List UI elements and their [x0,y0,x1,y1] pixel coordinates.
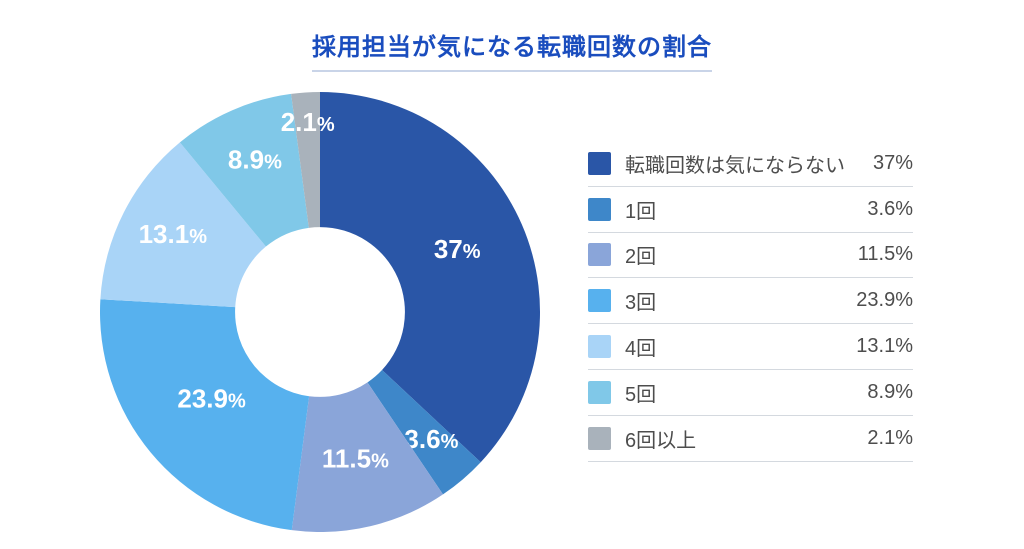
legend-color-swatch [588,197,611,221]
slice-percentage-label: 23.9% [177,383,246,413]
legend-row: 3回 23.9% [588,278,913,325]
legend-color-swatch [588,426,611,450]
legend-item-label: 4回 [625,338,657,361]
legend: 転職回数は気にならない 37% 1回 3.6% 2回 11.5% 3回 23.9… [588,141,913,462]
slice-percentage-label: 13.1% [139,219,208,249]
legend-item-value: 23.9% [856,289,913,312]
legend-item-value: 8.9% [867,380,913,403]
pie-slice [291,382,443,532]
legend-row: 4回 13.1% [588,324,913,370]
legend-row: 6回以上 2.1% [588,416,913,462]
legend-color-swatch [588,289,611,313]
donut-chart: 37%3.6%11.5%23.9%13.1%8.9%2.1% [100,92,540,532]
legend-item-label: 3回 [625,292,657,315]
legend-row: 5回 8.9% [588,370,913,416]
slice-percentage-label: 2.1% [281,107,335,137]
legend-color-swatch [588,380,611,404]
legend-item-label: 転職回数は気にならない [625,154,845,177]
donut-chart-container: 37% 3.6% 11.5% 23.9% 13.1% 8.9% 2.1% [100,92,540,532]
pie-slice [367,369,481,495]
pie-slice [100,299,310,531]
page-title: 採用担当が気になる転職回数の割合 [312,27,712,72]
legend-row: 2回 11.5% [588,233,913,279]
legend-color-swatch [588,243,611,267]
legend-color-swatch [588,335,611,359]
legend-item-value: 2.1% [867,426,913,449]
pie-slice [320,92,540,463]
pie-slice [179,93,309,247]
legend-row: 1回 3.6% [588,187,913,233]
legend-item-value: 13.1% [856,335,913,358]
pie-slice [291,92,320,228]
legend-item-label: 6回以上 [625,429,697,452]
legend-item-value: 37% [872,151,913,174]
chart-header: 採用担当が気になる転職回数の割合 [0,27,1024,72]
legend-row: 転職回数は気にならない 37% [588,141,913,187]
legend-item-label: 5回 [625,383,657,406]
pie-slice [100,142,266,308]
legend-item-value: 3.6% [867,197,913,220]
slice-percentage-label: 11.5% [322,444,389,474]
slice-percentage-label: 37% [434,234,481,264]
legend-item-label: 1回 [625,200,657,223]
legend-item-value: 11.5% [857,243,913,266]
legend-item-label: 2回 [625,246,657,269]
slice-percentage-label: 8.9% [228,144,282,174]
legend-color-swatch [588,151,611,175]
